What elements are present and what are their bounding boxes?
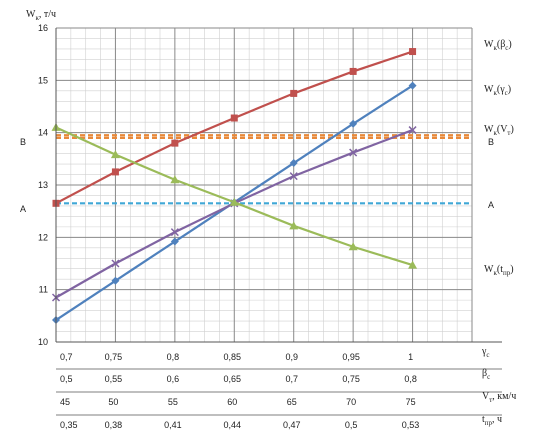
y-tick-label: 13 — [38, 180, 48, 190]
data-point — [408, 81, 417, 90]
x-tick-label-gamma: 0,75 — [105, 352, 123, 362]
x-tick-label-speed: 45 — [60, 397, 70, 407]
x-tick-label-gamma: 0,9 — [285, 352, 298, 362]
x-tick-label-tpr: 0,35 — [60, 420, 78, 430]
x-tick-label-gamma: 1 — [408, 352, 413, 362]
y-tick-label: 16 — [38, 23, 48, 33]
x-tick-label-speed: 65 — [287, 397, 297, 407]
x-tick-label-speed: 70 — [346, 397, 356, 407]
data-point — [111, 259, 120, 268]
grid — [55, 27, 473, 343]
x-tick-label-gamma: 0,85 — [224, 352, 242, 362]
x-tick-label-tpr: 0,41 — [164, 420, 182, 430]
series-label-4: Wк(tпр) — [484, 264, 514, 277]
x-tick-label-beta: 0,8 — [404, 374, 417, 384]
data-point — [408, 126, 417, 135]
y-tick-label: 10 — [38, 337, 48, 347]
data-point-stroke — [408, 126, 417, 135]
x-axis-label-speed: Vт, км/ч — [482, 391, 516, 404]
data-point — [349, 148, 358, 157]
data-point-stroke — [289, 172, 298, 181]
x-tick-label-speed: 60 — [227, 397, 237, 407]
y-tick-label: 15 — [38, 75, 48, 85]
side-label-right-upper: B — [488, 137, 494, 147]
data-point — [409, 48, 417, 56]
x-axis-label-tpr: tпр, ч — [482, 414, 502, 427]
data-point — [289, 172, 298, 181]
data-point — [111, 276, 120, 285]
data-point — [170, 237, 179, 246]
y-tick-label: 14 — [38, 128, 48, 138]
x-tick-label-tpr: 0,5 — [345, 420, 358, 430]
x-tick-label-gamma: 0,7 — [60, 352, 73, 362]
side-label-left-upper: B — [20, 137, 26, 147]
x-tick-label-gamma: 0,95 — [342, 352, 360, 362]
data-point-stroke — [170, 228, 179, 237]
series-label-1: Wк(βc) — [484, 39, 512, 52]
data-point — [408, 260, 418, 269]
x-tick-label-speed: 55 — [168, 397, 178, 407]
x-tick-label-tpr: 0,47 — [283, 420, 301, 430]
x-tick-label-beta: 0,5 — [60, 374, 73, 384]
data-point — [349, 67, 357, 75]
data-point — [229, 197, 239, 206]
y-tick-label: 11 — [39, 285, 48, 295]
data-point — [170, 175, 180, 184]
data-series — [51, 48, 418, 325]
data-point — [348, 242, 358, 251]
data-point — [289, 221, 299, 230]
data-point — [170, 228, 179, 237]
data-point-stroke — [349, 148, 358, 157]
x-tick-label-beta: 0,6 — [167, 374, 180, 384]
reference-lines — [56, 134, 472, 205]
x-tick-label-beta: 0,7 — [285, 374, 298, 384]
y-axis-label: Wк, т/ч — [26, 9, 56, 22]
x-tick-label-gamma: 0,8 — [167, 352, 180, 362]
x-tick-label-beta: 0,75 — [342, 374, 360, 384]
x-tick-label-tpr: 0,44 — [224, 420, 242, 430]
x-tick-label-speed: 50 — [108, 397, 118, 407]
x-tick-label-speed: 75 — [406, 397, 416, 407]
x-tick-label-beta: 0,55 — [105, 374, 123, 384]
series-label-3: Wк(Vт) — [484, 124, 514, 137]
side-label-right-lower: A — [488, 200, 494, 210]
x-axis-label-beta: βc — [482, 368, 490, 381]
x-tick-label-tpr: 0,53 — [402, 420, 420, 430]
x-axis-label-gamma: γc — [481, 346, 490, 359]
axes — [55, 28, 502, 416]
y-tick-label: 12 — [38, 232, 48, 242]
data-point — [110, 150, 120, 159]
series-label-2: Wк(γc) — [484, 84, 511, 97]
data-point — [349, 119, 358, 128]
data-point — [111, 168, 119, 176]
x-tick-label-tpr: 0,38 — [105, 420, 123, 430]
side-label-left-lower: A — [20, 204, 26, 214]
data-point-stroke — [111, 259, 120, 268]
data-point — [171, 139, 179, 147]
x-tick-label-beta: 0,65 — [224, 374, 242, 384]
data-point — [289, 159, 298, 168]
data-point — [290, 89, 298, 97]
data-point — [230, 114, 238, 122]
